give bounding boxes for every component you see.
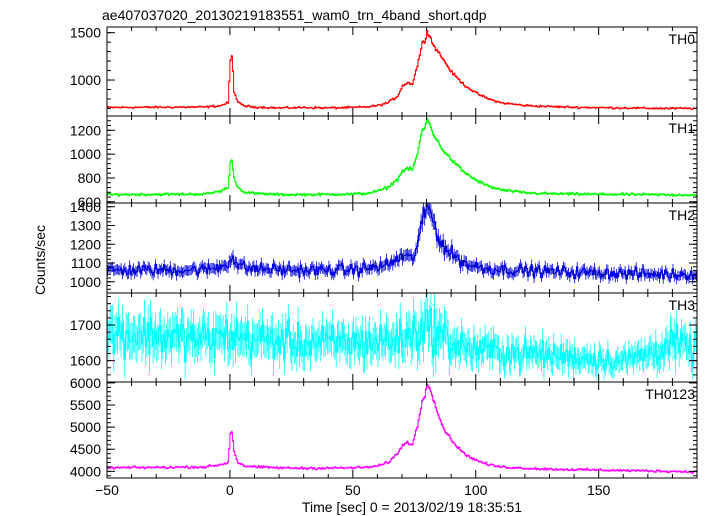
series-line-th1	[107, 118, 697, 197]
panel-label-th3: TH3	[669, 297, 696, 313]
y-tick-label: 1200	[70, 236, 101, 252]
y-axis-label: Counts/sec	[32, 225, 48, 295]
panels-group: 1000 1500 TH0 600 800 1000 1200 TH1 1000 1100 1200…	[70, 25, 698, 479]
panel-th1: 600 800 1000 1200 TH1	[70, 115, 698, 210]
error-bars-th2	[107, 203, 697, 285]
x-axis-ticks: −50 0 50 100 150	[95, 482, 610, 498]
y-tick-label: 1000	[70, 72, 101, 88]
y-tick-label: 600	[78, 194, 102, 210]
series-line-th2	[107, 204, 697, 281]
y-tick-label: 1200	[70, 122, 101, 138]
series-th3	[107, 293, 697, 381]
y-tick-label: 800	[78, 170, 102, 186]
y-tick-label: 4500	[70, 441, 101, 457]
x-tick-label: 0	[226, 482, 234, 498]
error-bars-th1	[107, 117, 697, 198]
x-tick-label: 50	[345, 482, 361, 498]
panel-label-th0: TH0	[669, 31, 696, 47]
x-axis-label: Time [sec] 0 = 2013/02/19 18:35:51	[302, 499, 522, 515]
chart-title: ae407037020_20130219183551_wam0_trn_4ban…	[102, 7, 487, 23]
y-tick-label: 1600	[70, 353, 101, 369]
x-tick-label: −50	[95, 482, 119, 498]
y-tick-label: 6000	[70, 375, 101, 391]
error-bars-th0123	[107, 382, 697, 475]
y-tick-label: 4000	[70, 463, 101, 479]
y-tick-label: 1300	[70, 218, 101, 234]
panel-th0123: 4000 4500 5000 5500 6000 TH0123	[70, 375, 698, 479]
panel-frame	[106, 115, 698, 204]
series-line-th0123	[107, 384, 697, 474]
panel-th0: 1000 1500 TH0	[70, 25, 698, 117]
error-bars-th0	[107, 29, 697, 111]
y-tick-label: 1400	[70, 199, 101, 215]
panel-frame	[106, 381, 698, 479]
panel-frame	[106, 292, 698, 383]
panel-th2: 1000 1100 1200 1300 1400 TH2	[70, 199, 698, 294]
y-tick-label: 1000	[70, 146, 101, 162]
panel-label-th2: TH2	[669, 207, 696, 223]
x-tick-label: 150	[587, 482, 611, 498]
y-tick-label: 1500	[70, 25, 101, 41]
series-th2	[107, 203, 697, 285]
panel-label-th0123: TH0123	[645, 386, 695, 402]
series-th0123	[107, 382, 697, 475]
y-tick-label: 1100	[71, 255, 101, 271]
series-th0	[107, 29, 697, 111]
panel-th3: 1600 1700 TH3	[70, 292, 698, 383]
y-tick-label: 5000	[70, 419, 101, 435]
panel-label-th1: TH1	[669, 120, 696, 136]
y-tick-label: 1000	[70, 274, 101, 290]
error-bars-th3	[107, 293, 697, 381]
panel-frame	[106, 202, 698, 294]
series-line-th3	[107, 307, 697, 371]
series-line-th0	[107, 30, 697, 110]
y-tick-label: 5500	[70, 397, 101, 413]
y-tick-label: 1700	[70, 317, 101, 333]
x-tick-label: 100	[464, 482, 488, 498]
series-th1	[107, 117, 697, 198]
panel-frame	[106, 26, 698, 117]
